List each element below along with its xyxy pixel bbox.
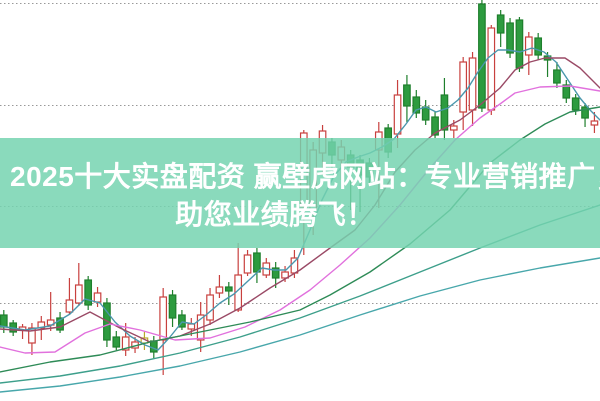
candle-body [121, 336, 130, 351]
candle-body [496, 14, 505, 34]
ad-banner-text-line1: 2025十大实盘配资 赢壁虎网站：专业营销推广， [10, 161, 600, 192]
candle-body [478, 3, 486, 109]
candle-body [56, 317, 64, 331]
candle-body [271, 267, 280, 279]
candle [496, 10, 505, 47]
ma-mid-magenta-line [0, 85, 600, 354]
candle-body [243, 254, 252, 274]
candle [168, 290, 177, 327]
candle [524, 32, 533, 75]
candle [403, 75, 411, 122]
candle [56, 312, 64, 333]
candle-body [506, 22, 514, 54]
candle-body [65, 299, 74, 313]
candle-body [168, 294, 177, 319]
candle-body [440, 94, 449, 131]
candle [206, 288, 214, 325]
candle-body [393, 94, 402, 135]
ad-banner[interactable]: 2025十大实盘配资 赢壁虎网站：专业营销推广， 助您业绩腾飞！ [0, 138, 600, 248]
candle [478, 0, 486, 112]
candle [215, 275, 224, 298]
candle [553, 62, 561, 88]
candle-body [187, 323, 196, 330]
candle [243, 250, 252, 276]
candle-body [253, 252, 261, 273]
candle-body [534, 37, 543, 56]
ad-banner-text-line2: 助您业绩腾飞！ [175, 199, 375, 230]
candle-body [159, 296, 168, 341]
candle-body [403, 84, 411, 107]
candle-body [553, 69, 561, 84]
candle-body [562, 84, 571, 99]
ma-long-green-line [0, 106, 600, 373]
candle [581, 103, 589, 127]
candle-body [112, 336, 121, 348]
candle [590, 112, 599, 133]
candle-body [449, 125, 458, 131]
candle [224, 282, 233, 305]
candle [506, 18, 514, 58]
candle-body [84, 279, 93, 306]
candle [412, 90, 421, 118]
candle [562, 80, 571, 103]
candle-body [224, 286, 233, 292]
candle-body [459, 61, 468, 113]
candle-body [581, 106, 589, 119]
candle-body [590, 120, 599, 126]
candle [487, 25, 496, 115]
candle [271, 262, 280, 288]
candle [65, 278, 74, 314]
candle-body [215, 286, 224, 294]
candle-body [431, 116, 439, 136]
candle-body [281, 271, 289, 279]
candle-body [412, 96, 421, 114]
candle [121, 323, 130, 356]
candle [534, 33, 543, 60]
candle-body [74, 284, 83, 304]
candle-body [149, 340, 158, 353]
candle [112, 331, 121, 350]
candle-body [571, 97, 580, 111]
candle-body [178, 314, 186, 328]
candle-body [28, 327, 36, 344]
candle-body [93, 292, 102, 303]
candle-body [0, 314, 8, 328]
candle [74, 263, 83, 306]
candle-body [515, 19, 524, 69]
candle [178, 310, 186, 330]
ma-slowest-teal-line [0, 257, 600, 393]
candle [515, 17, 524, 72]
candle-body [206, 294, 214, 321]
candle-body [421, 106, 430, 121]
candle [84, 276, 93, 310]
candle-body [524, 36, 533, 56]
